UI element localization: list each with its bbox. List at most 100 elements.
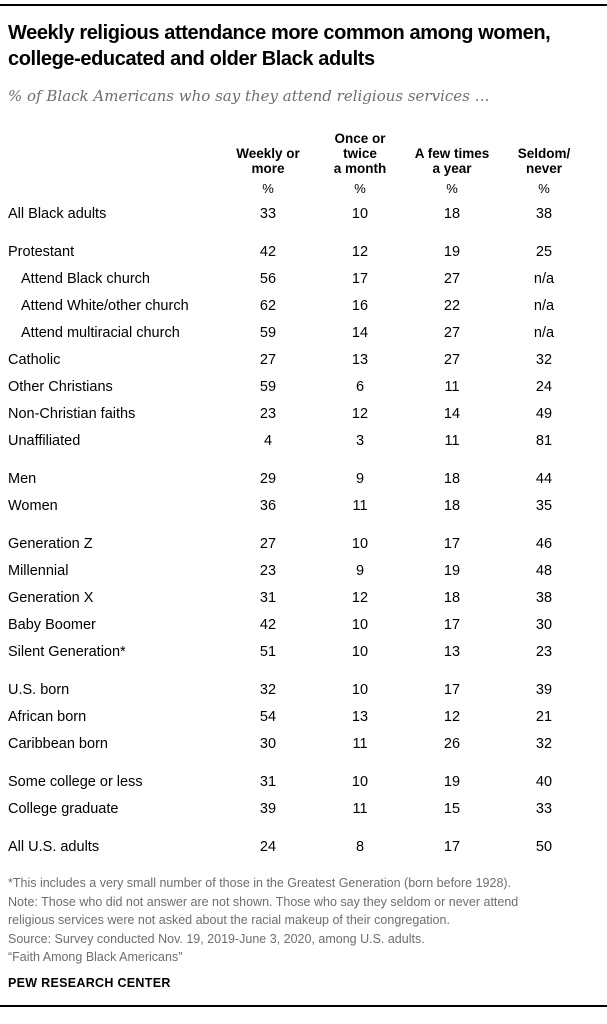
cell-value: 18: [443, 470, 461, 487]
table-row: U.S. born 32 10 17 39: [8, 676, 597, 703]
cell-value: 27: [443, 324, 461, 341]
pew-research-center-brand: PEW RESEARCH CENTER: [8, 975, 171, 990]
cell-value: 25: [535, 243, 553, 260]
cell-value: 9: [355, 470, 365, 487]
table-row: Men 29 9 18 44: [8, 465, 597, 492]
cell-value: 10: [351, 681, 369, 698]
cell-value: 31: [259, 773, 277, 790]
row-label: Unaffiliated: [8, 432, 81, 449]
unit-symbol: %: [354, 180, 366, 196]
cell-value: 4: [263, 432, 273, 449]
row-label: Protestant: [8, 243, 75, 260]
row-label: U.S. born: [8, 681, 70, 698]
cell-value: 12: [443, 708, 461, 725]
cell-value: 81: [535, 432, 553, 449]
cell-value: 27: [443, 270, 461, 287]
table-row: Women 36 11 18 35: [8, 492, 597, 519]
cell-value: 26: [443, 735, 461, 752]
unit-symbol: %: [538, 180, 550, 196]
cell-value: 56: [259, 270, 277, 287]
cell-value: 49: [535, 405, 553, 422]
cell-value: 3: [355, 432, 365, 449]
row-label: Non-Christian faiths: [8, 405, 136, 422]
column-header-once-twice-month: Once or twice a month: [333, 131, 387, 176]
cell-value: 27: [443, 351, 461, 368]
table-row: All U.S. adults 24 8 17 50: [8, 833, 597, 860]
cell-value: 62: [259, 297, 277, 314]
table-row: Catholic 27 13 27 32: [8, 346, 597, 373]
table-row: Generation Z 27 10 17 46: [8, 530, 597, 557]
cell-value: 17: [443, 535, 461, 552]
cell-value: 11: [352, 800, 368, 817]
cell-value: 24: [259, 838, 277, 855]
cell-value: 16: [351, 297, 369, 314]
unit-symbol: %: [262, 180, 274, 196]
cell-value: 10: [351, 205, 369, 222]
row-label: Some college or less: [8, 773, 143, 790]
cell-value: 42: [259, 616, 277, 633]
cell-value: 17: [443, 838, 461, 855]
cell-value: 15: [443, 800, 461, 817]
cell-value: 19: [443, 243, 461, 260]
row-label: Attend Black church: [21, 270, 150, 287]
table-row: Non-Christian faiths 23 12 14 49: [8, 400, 597, 427]
column-header-seldom-never: Seldom/ never: [517, 146, 571, 176]
table-group: All U.S. adults 24 8 17 50: [8, 833, 597, 860]
cell-value: 22: [443, 297, 461, 314]
cell-value: 24: [535, 378, 553, 395]
page-title: Weekly religious attendance more common …: [8, 22, 551, 70]
table-body: All Black adults 33 10 18 38 Protestant …: [8, 200, 597, 860]
cell-value: 33: [535, 800, 553, 817]
table-row: Silent Generation* 51 10 13 23: [8, 638, 597, 665]
row-label: Millennial: [8, 562, 69, 579]
cell-value: 12: [351, 243, 369, 260]
cell-value: n/a: [533, 324, 555, 341]
percent-unit-row: % % % %: [8, 176, 597, 200]
row-label: Men: [8, 470, 37, 487]
cell-value: 11: [352, 497, 368, 514]
table-row: Other Christians 59 6 11 24: [8, 373, 597, 400]
table-row: Caribbean born 30 11 26 32: [8, 730, 597, 757]
table-row: Millennial 23 9 19 48: [8, 557, 597, 584]
row-label: Baby Boomer: [8, 616, 96, 633]
table-row: Generation X 31 12 18 38: [8, 584, 597, 611]
cell-value: 12: [351, 405, 369, 422]
table-group: Some college or less 31 10 19 40 College…: [8, 768, 597, 822]
table-group: Protestant 42 12 19 25 Attend Black chur…: [8, 238, 597, 454]
cell-value: 13: [351, 708, 369, 725]
cell-value: 39: [259, 800, 277, 817]
cell-value: 48: [535, 562, 553, 579]
table-row: Some college or less 31 10 19 40: [8, 768, 597, 795]
table-row: Attend multiracial church 59 14 27 n/a: [8, 319, 597, 346]
cell-value: 59: [259, 324, 277, 341]
cell-value: 11: [444, 432, 460, 449]
cell-value: 19: [443, 773, 461, 790]
bottom-rule: [0, 1004, 607, 1007]
cell-value: 32: [259, 681, 277, 698]
cell-value: 17: [443, 681, 461, 698]
cell-value: 32: [535, 735, 553, 752]
cell-value: 11: [444, 378, 460, 395]
footnote-line: religious services were not asked about …: [8, 913, 450, 927]
content-area: Weekly religious attendance more common …: [0, 20, 607, 990]
cell-value: 6: [355, 378, 365, 395]
cell-value: 42: [259, 243, 277, 260]
cell-value: 18: [443, 589, 461, 606]
cell-value: 10: [351, 535, 369, 552]
cell-value: 27: [259, 535, 277, 552]
cell-value: 35: [535, 497, 553, 514]
footnote-line: *This includes a very small number of th…: [8, 876, 512, 890]
cell-value: 38: [535, 205, 553, 222]
cell-value: 38: [535, 589, 553, 606]
table-group: All Black adults 33 10 18 38: [8, 200, 597, 227]
cell-value: 39: [535, 681, 553, 698]
cell-value: 23: [259, 405, 277, 422]
cell-value: 40: [535, 773, 553, 790]
cell-value: 18: [443, 497, 461, 514]
cell-value: 36: [259, 497, 277, 514]
table-row: Protestant 42 12 19 25: [8, 238, 597, 265]
cell-value: 18: [443, 205, 461, 222]
cell-value: 17: [351, 270, 369, 287]
cell-value: 14: [351, 324, 369, 341]
